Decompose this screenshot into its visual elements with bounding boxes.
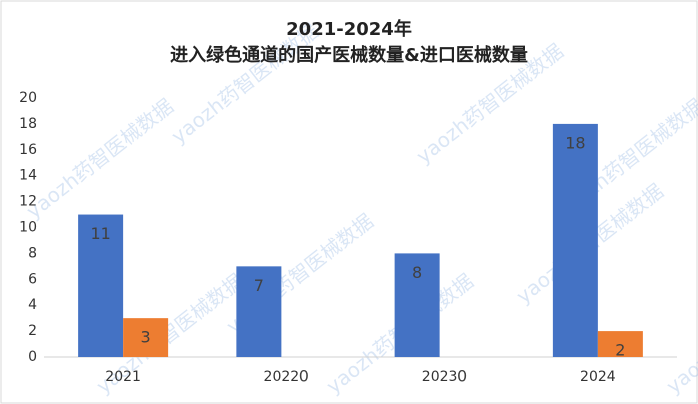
data-label: 0 xyxy=(457,367,467,386)
bar xyxy=(597,331,643,357)
bar xyxy=(123,318,169,357)
y-tick-label: 10 xyxy=(19,220,37,236)
y-tick-label: 4 xyxy=(28,297,37,313)
chart-title: 2021-2024年 xyxy=(286,18,412,40)
data-label: 11 xyxy=(90,224,110,243)
y-tick-label: 18 xyxy=(19,116,37,132)
x-tick-label: 2023 xyxy=(422,369,458,385)
y-tick-label: 0 xyxy=(28,349,37,365)
data-label: 0 xyxy=(299,367,309,386)
bar xyxy=(78,214,124,357)
data-label: 2 xyxy=(615,341,625,360)
y-tick-label: 16 xyxy=(19,142,37,158)
bar xyxy=(236,266,282,357)
y-tick-label: 14 xyxy=(19,168,37,184)
x-tick-label: 2022 xyxy=(264,369,300,385)
bar xyxy=(552,123,598,358)
x-tick-label: 2024 xyxy=(580,369,616,385)
chart-subtitle: 进入绿色通道的国产医械数量&进口医械数量 xyxy=(170,44,528,66)
y-tick-label: 12 xyxy=(19,194,37,210)
y-tick-label: 8 xyxy=(28,245,37,261)
y-tick-label: 20 xyxy=(19,90,37,106)
data-label: 3 xyxy=(141,328,151,347)
data-label: 8 xyxy=(412,263,422,282)
x-tick-label: 2021 xyxy=(105,369,141,385)
data-label: 7 xyxy=(254,276,264,295)
data-label: 18 xyxy=(565,133,585,152)
bar xyxy=(394,253,440,357)
y-tick-label: 2 xyxy=(28,323,37,339)
y-tick-label: 6 xyxy=(28,271,37,287)
